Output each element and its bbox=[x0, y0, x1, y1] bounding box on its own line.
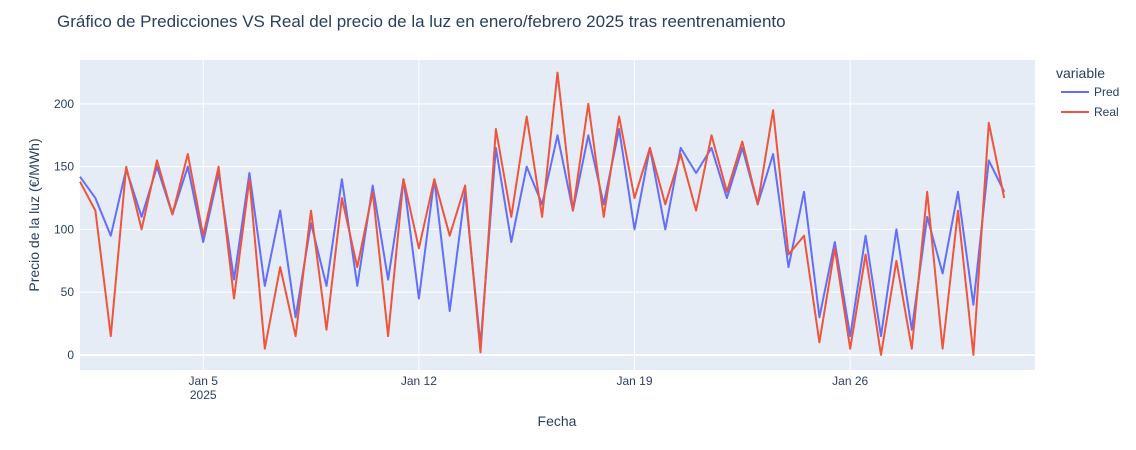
legend-label-real[interactable]: Real bbox=[1094, 105, 1119, 119]
x-tick-label: Jan 26 bbox=[832, 374, 868, 388]
y-tick-label: 100 bbox=[54, 222, 74, 236]
series-line-pred[interactable] bbox=[79, 128, 1006, 346]
legend[interactable]: variable Pred Real bbox=[1056, 65, 1119, 119]
legend-title: variable bbox=[1056, 65, 1105, 81]
x-tick-label: Jan 12 bbox=[401, 374, 437, 388]
series-line-real[interactable] bbox=[79, 71, 1006, 356]
y-tick-label: 150 bbox=[54, 160, 74, 174]
x-tick-sublabel: 2025 bbox=[190, 388, 217, 402]
chart-title: Gráfico de Predicciones VS Real del prec… bbox=[57, 12, 786, 31]
x-tick-label: Jan 19 bbox=[617, 374, 653, 388]
y-tick-label: 200 bbox=[54, 97, 74, 111]
y-tick-label: 0 bbox=[67, 348, 74, 362]
y-tick-label: 50 bbox=[61, 285, 75, 299]
grid-lines bbox=[80, 60, 1035, 370]
x-tick-label: Jan 5 bbox=[189, 374, 219, 388]
x-axis-title: Fecha bbox=[538, 413, 577, 429]
series-lines[interactable] bbox=[79, 71, 1006, 356]
legend-label-pred[interactable]: Pred bbox=[1094, 85, 1119, 99]
y-axis-title: Precio de la luz (€/MWh) bbox=[26, 138, 42, 291]
